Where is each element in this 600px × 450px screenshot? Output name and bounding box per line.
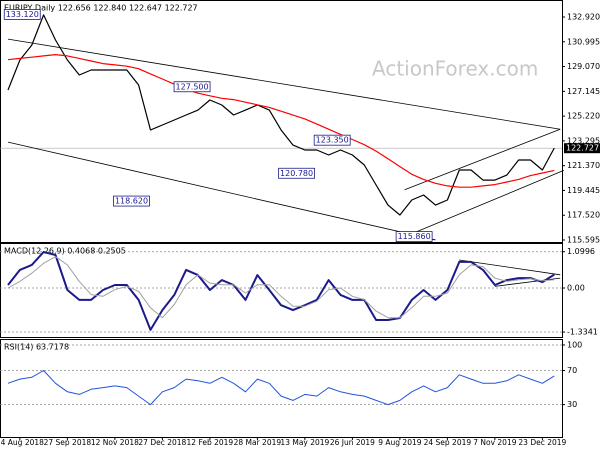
y-tick-label: 70 bbox=[567, 366, 577, 375]
series-line bbox=[7, 251, 555, 331]
y-tick-label: 132.920 bbox=[567, 12, 600, 21]
y-tick-label: 117.520 bbox=[567, 211, 600, 220]
annotation-box bbox=[3, 9, 41, 20]
y-tick-label: 1.0996 bbox=[567, 247, 595, 256]
trendline bbox=[409, 170, 564, 236]
macd-panel bbox=[0, 243, 563, 338]
panel-title: RSI(14) 63.7178 bbox=[4, 343, 69, 352]
x-tick-label: 14 Aug 2018 bbox=[0, 438, 44, 447]
x-tick-label: 9 Aug 2019 bbox=[378, 438, 421, 447]
y-tick-label: 125.220 bbox=[567, 112, 600, 121]
series-line bbox=[7, 256, 555, 319]
y-tick-label: 115.595 bbox=[567, 236, 600, 245]
annotation-label: 127.500 bbox=[176, 82, 209, 91]
annotation-box bbox=[113, 195, 150, 207]
annotation-box bbox=[313, 134, 351, 146]
x-tick-label: 23 Dec 2019 bbox=[518, 438, 566, 447]
watermark: ActionForex.com bbox=[372, 57, 538, 81]
x-tick-label: 27 Sep 2018 bbox=[44, 438, 92, 447]
annotation-label: 115.860 bbox=[398, 232, 431, 241]
panel-title: MACD(12,26,9) 0.4068 0.2505 bbox=[4, 247, 126, 256]
annotation-label: 123.350 bbox=[316, 136, 349, 145]
x-tick-label: 13 May 2019 bbox=[280, 438, 329, 447]
trendline bbox=[7, 141, 436, 241]
annotation-label: 118.620 bbox=[115, 197, 148, 206]
last-price-tag bbox=[564, 143, 600, 154]
annotation-box bbox=[173, 81, 211, 93]
x-tick-label: 28 Mar 2019 bbox=[234, 438, 282, 447]
annotation-label: 120.780 bbox=[280, 169, 313, 178]
y-tick-label: 30 bbox=[567, 400, 577, 409]
x-tick-label: 26 Jun 2019 bbox=[330, 438, 375, 447]
rsi-panel bbox=[0, 339, 563, 438]
x-tick-label: 24 Sep 2019 bbox=[424, 438, 472, 447]
y-tick-label: -1.3341 bbox=[567, 328, 598, 337]
y-tick-label: 129.070 bbox=[567, 62, 600, 71]
x-tick-label: 7 Nov 2019 bbox=[473, 438, 516, 447]
trendline bbox=[404, 128, 561, 191]
trendline bbox=[7, 38, 561, 130]
annotation-label: 133.120 bbox=[6, 10, 39, 19]
y-tick-label: 121.370 bbox=[567, 161, 600, 170]
y-tick-label: 0.00 bbox=[567, 284, 585, 293]
y-tick-label: 123.295 bbox=[567, 136, 600, 145]
series-line bbox=[7, 14, 555, 216]
y-tick-label: 119.445 bbox=[567, 186, 600, 195]
y-tick-label: 130.995 bbox=[567, 37, 600, 46]
annotation-box bbox=[278, 167, 315, 179]
trendline bbox=[494, 277, 561, 287]
panel-title: EURJPY,Daily 122.656 122.840 122.647 122… bbox=[4, 4, 198, 13]
series-line bbox=[7, 54, 555, 188]
trendline bbox=[459, 259, 561, 276]
series-line bbox=[7, 370, 555, 406]
price-panel bbox=[0, 0, 563, 243]
y-tick-label: 100 bbox=[567, 340, 582, 349]
y-tick-label: 127.145 bbox=[567, 87, 600, 96]
last-price-label: 122.727 bbox=[566, 144, 599, 153]
x-tick-label: 12 Feb 2019 bbox=[187, 438, 234, 447]
x-tick-label: 27 Dec 2018 bbox=[138, 438, 186, 447]
annotation-box bbox=[395, 231, 433, 242]
x-tick-label: 12 Nov 2018 bbox=[91, 438, 139, 447]
